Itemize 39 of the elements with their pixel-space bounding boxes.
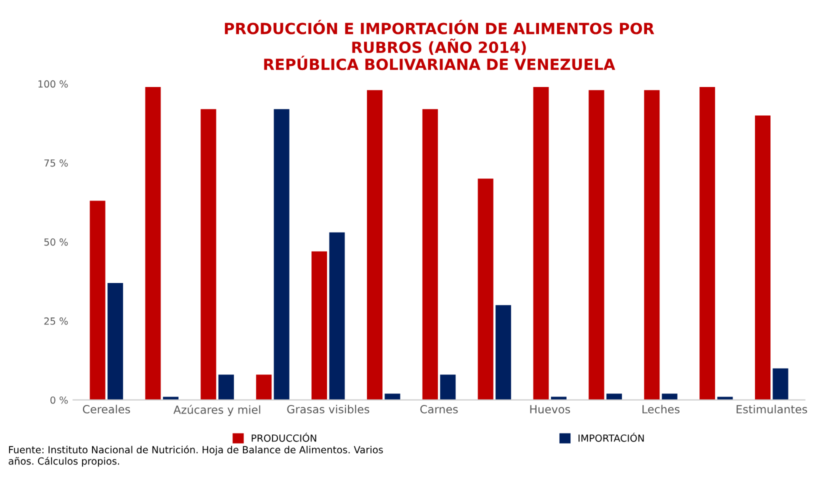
bar bbox=[606, 394, 622, 400]
bar bbox=[644, 90, 660, 400]
chart-title: PRODUCCIÓN E IMPORTACIÓN DE ALIMENTOS POR RUBROS (AÑO 2014) REPÚBLICA BOLIVARIANA DE VENEZUELA bbox=[224, 20, 654, 70]
y-tick-label: 75 % bbox=[44, 159, 68, 167]
legend-label: PRODUCCIÓN bbox=[252, 432, 316, 442]
y-tick-label: 0 % bbox=[50, 396, 68, 404]
bar bbox=[772, 368, 788, 400]
x-tick-label: Estimulantes bbox=[736, 404, 808, 414]
bar bbox=[384, 394, 400, 400]
x-tick-label: Cereales bbox=[82, 404, 130, 414]
bar bbox=[274, 109, 290, 400]
y-tick-label: 25 % bbox=[44, 317, 68, 325]
bar bbox=[533, 86, 549, 400]
bar bbox=[329, 232, 345, 400]
x-tick-label: Carnes bbox=[420, 405, 458, 414]
bar bbox=[700, 86, 716, 400]
bar bbox=[588, 90, 604, 400]
bar bbox=[366, 90, 382, 400]
bar bbox=[422, 109, 438, 400]
x-tick-label: Azúcares y miel bbox=[173, 404, 260, 416]
bar bbox=[90, 200, 106, 400]
bar bbox=[662, 394, 678, 400]
bar bbox=[218, 374, 234, 400]
bar bbox=[478, 178, 494, 400]
bar bbox=[496, 305, 512, 400]
y-tick-label: 100 % bbox=[38, 80, 68, 88]
bar bbox=[440, 374, 456, 400]
bar bbox=[200, 109, 216, 400]
x-tick-label: Grasas visibles bbox=[287, 404, 370, 414]
bar bbox=[754, 115, 770, 400]
bar bbox=[145, 86, 161, 400]
bar bbox=[256, 374, 272, 400]
y-tick-label: 50 % bbox=[44, 238, 68, 246]
bar bbox=[108, 282, 124, 400]
source-note: Fuente: Instituto Nacional de Nutrición. Hoja de Balance de Alimentos. Varios años. Cálculos propios. bbox=[8, 445, 383, 467]
x-tick-label: Huevos bbox=[530, 405, 570, 414]
x-tick-label: Leches bbox=[642, 404, 680, 414]
bar bbox=[312, 251, 328, 400]
legend-label: IMPORTACIÓN bbox=[578, 432, 644, 442]
